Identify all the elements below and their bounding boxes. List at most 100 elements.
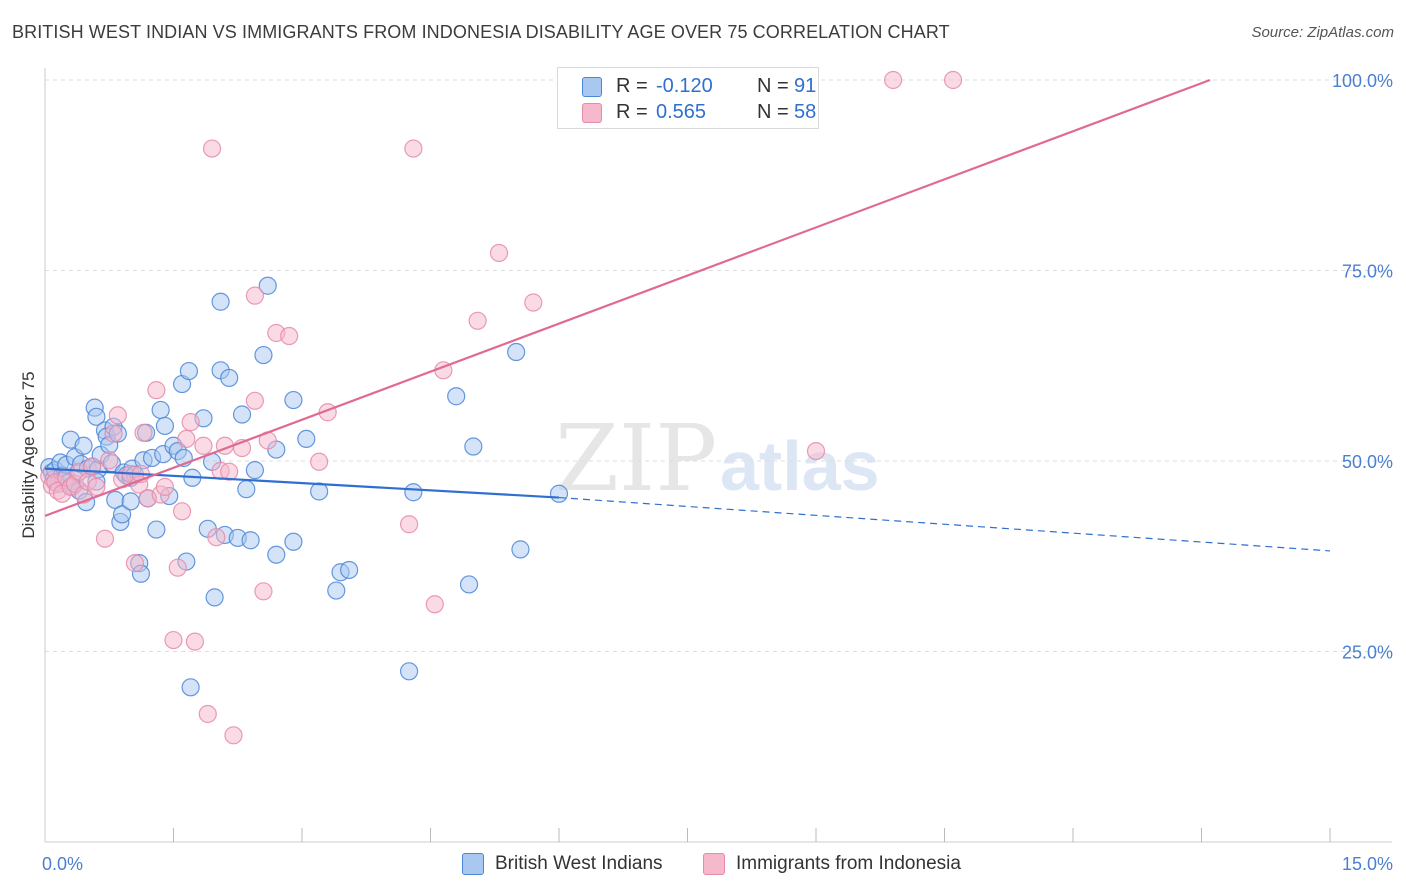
legend-swatch-blue [462, 853, 484, 875]
chart-title: BRITISH WEST INDIAN VS IMMIGRANTS FROM I… [12, 22, 950, 42]
data-point [310, 452, 329, 471]
data-point [211, 292, 230, 311]
r-value: 0.565 [656, 101, 707, 123]
data-point [464, 437, 483, 456]
data-point [943, 70, 963, 90]
watermark-atlas: atlas [720, 427, 880, 505]
correlation-legend: R = -0.120 N = 91 R = 0.565 N = 58 [557, 67, 819, 129]
data-point [220, 368, 239, 388]
data-point [207, 528, 226, 547]
y-tick-label: 50.0% [1342, 452, 1393, 472]
data-point [254, 345, 273, 365]
grid [45, 79, 1392, 652]
r-value: -0.120 [656, 75, 713, 97]
data-point [134, 423, 153, 442]
data-point [245, 461, 264, 480]
data-point [147, 520, 166, 539]
data-point [468, 311, 487, 330]
y-axis-label: Disability Age Over 75 [19, 371, 38, 538]
trend-line-immigrants-from-indonesia [44, 78, 1211, 517]
data-point [151, 400, 170, 420]
data-point [198, 704, 217, 724]
data-point [181, 413, 200, 432]
data-point [112, 505, 132, 524]
data-point [147, 381, 166, 400]
y-tick-labels: 25.0% 50.0% 75.0% 100.0% [1332, 71, 1393, 663]
data-point [245, 286, 264, 305]
data-point [459, 575, 479, 594]
y-tick-label: 100.0% [1332, 71, 1393, 91]
chart-source: Source: ZipAtlas.com [1251, 24, 1394, 41]
watermark: ZIP atlas [555, 405, 880, 512]
watermark-zip: ZIP [555, 405, 717, 512]
data-point [220, 462, 239, 481]
data-point [121, 492, 140, 511]
data-point [179, 361, 199, 381]
legend-label: Immigrants from Indonesia [736, 853, 961, 874]
data-point [177, 429, 196, 449]
data-point [87, 407, 106, 426]
data-point [399, 662, 419, 681]
x-tick-label: 15.0% [1342, 854, 1393, 874]
data-point [310, 482, 329, 501]
r-label: R = [616, 75, 648, 97]
trend-line-british-west-indians [44, 467, 560, 499]
data-point [241, 531, 260, 550]
data-point [340, 560, 359, 580]
data-point [258, 276, 277, 295]
data-point [489, 243, 509, 263]
data-point [297, 429, 316, 449]
data-point [549, 484, 569, 503]
legend-label: British West Indians [495, 853, 663, 874]
data-point [95, 529, 115, 548]
data-point [100, 451, 119, 470]
trend-line-extension [558, 496, 1331, 552]
series-immigrants-from-indonesia [40, 70, 963, 745]
data-point [245, 391, 264, 410]
trend-lines [44, 78, 1331, 552]
n-value: 58 [794, 101, 817, 123]
data-point [164, 630, 183, 650]
data-point [284, 390, 303, 410]
data-point [524, 293, 543, 312]
x-tick-label: 0.0% [42, 854, 83, 874]
n-label: N = [757, 101, 789, 123]
data-point [284, 532, 303, 551]
data-point [280, 326, 299, 346]
y-tick-label: 75.0% [1342, 262, 1393, 282]
n-label: N = [757, 75, 789, 97]
data-point [507, 342, 526, 362]
data-point [87, 477, 106, 497]
data-point [155, 416, 175, 436]
data-point [232, 405, 252, 424]
data-point [254, 582, 273, 601]
r-label: R = [616, 101, 648, 123]
legend-swatch-blue [582, 77, 602, 97]
data-point [447, 387, 466, 406]
n-value: 91 [794, 75, 817, 97]
data-point [404, 139, 423, 158]
data-point [399, 515, 419, 534]
data-point [181, 678, 200, 697]
data-point [185, 632, 205, 651]
data-point [155, 477, 175, 497]
data-point [194, 436, 213, 455]
data-point [883, 70, 903, 90]
data-point [404, 483, 423, 502]
data-point [806, 441, 826, 461]
data-point [327, 581, 346, 600]
data-point [511, 540, 530, 559]
data-point [108, 406, 127, 425]
data-point [74, 436, 93, 455]
data-point [224, 726, 243, 745]
axes [44, 68, 1392, 843]
data-point [172, 502, 192, 521]
data-point [267, 545, 286, 564]
data-point [237, 480, 256, 499]
legend-swatch-pink [703, 853, 725, 875]
y-tick-label: 25.0% [1342, 643, 1393, 663]
data-point [104, 424, 123, 443]
data-point [425, 595, 444, 614]
legend-swatch-pink [582, 103, 602, 123]
